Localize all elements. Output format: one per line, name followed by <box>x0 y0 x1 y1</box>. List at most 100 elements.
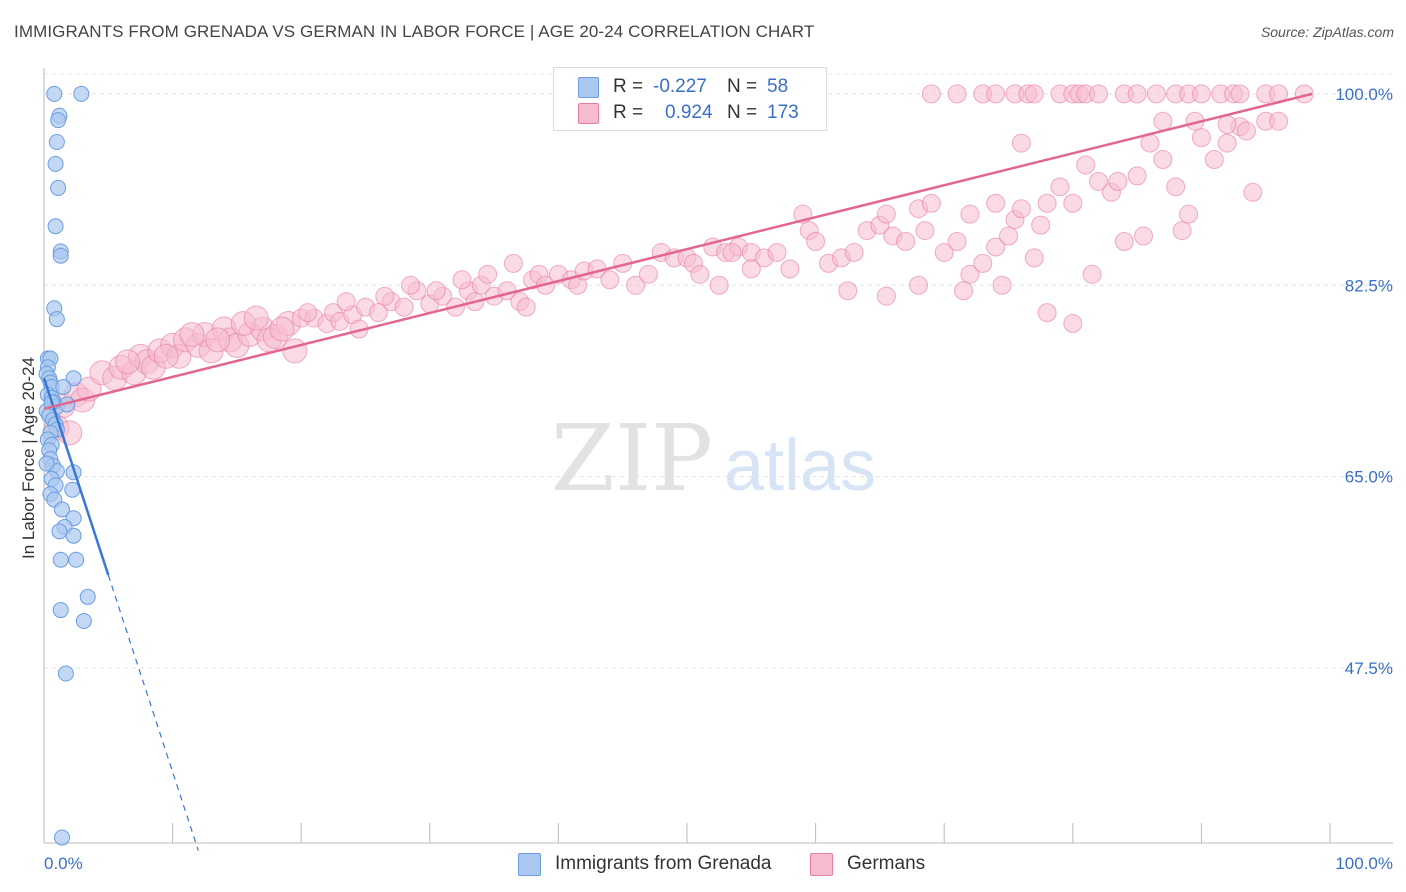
bottom-legend-label-grenada: Immigrants from Grenada <box>555 853 772 874</box>
point-grenada <box>65 527 82 544</box>
point-germans <box>115 349 141 375</box>
point-germans <box>806 232 826 252</box>
point-germans <box>1076 155 1096 175</box>
point-germans <box>478 264 498 284</box>
point-germans <box>1191 128 1211 148</box>
point-germans <box>934 242 954 262</box>
point-germans <box>690 264 710 284</box>
point-germans <box>973 253 993 273</box>
point-germans <box>298 303 318 323</box>
trend-line-germans <box>43 92 1313 411</box>
point-germans <box>1191 84 1211 104</box>
point-germans <box>999 226 1018 246</box>
y-tick-label: 65.0% <box>1345 468 1393 487</box>
point-grenada <box>57 665 74 682</box>
legend: R = -0.227 N = 58 R = 0.924 N = 173 <box>553 67 827 131</box>
x-tick-label: 0.0% <box>44 854 83 873</box>
point-germans <box>1050 177 1070 197</box>
bottom-legend-label-germans: Germans <box>847 853 926 874</box>
point-germans <box>401 275 421 295</box>
point-germans <box>986 193 1006 213</box>
point-germans <box>1127 84 1147 104</box>
point-germans <box>1134 226 1154 246</box>
y-tick-label: 100.0% <box>1335 85 1393 104</box>
point-grenada <box>48 311 65 328</box>
point-germans <box>709 275 729 295</box>
point-germans <box>1114 232 1134 252</box>
watermark-zip: ZIP <box>551 405 713 512</box>
legend-swatch-germans <box>578 102 599 124</box>
point-germans <box>780 259 800 279</box>
series-germans <box>44 84 1314 446</box>
watermark-atlas: atlas <box>724 426 876 506</box>
point-germans <box>844 242 864 262</box>
point-germans <box>1153 111 1173 131</box>
watermark: ZIP atlas <box>551 405 876 512</box>
point-germans <box>1243 182 1263 202</box>
point-germans <box>626 275 646 295</box>
point-germans <box>1153 149 1173 169</box>
point-germans <box>1179 204 1199 224</box>
point-germans <box>921 84 941 104</box>
point-germans <box>1063 314 1083 334</box>
point-grenada <box>48 133 65 150</box>
y-tick-label: 82.5% <box>1345 276 1393 295</box>
point-germans <box>896 232 916 252</box>
point-germans <box>452 270 472 290</box>
point-germans <box>1217 133 1237 153</box>
point-germans <box>179 321 205 347</box>
point-germans <box>986 84 1006 104</box>
point-grenada <box>52 551 69 568</box>
point-germans <box>1230 84 1250 104</box>
point-germans <box>1269 111 1289 131</box>
trend-line-grenada-extension <box>107 574 199 851</box>
point-germans <box>1024 84 1044 104</box>
point-germans <box>1204 149 1224 169</box>
point-germans <box>1031 215 1051 235</box>
point-germans <box>1294 84 1314 104</box>
trend-lines <box>42 92 1313 851</box>
point-germans <box>1037 193 1057 213</box>
point-grenada <box>68 551 85 568</box>
point-germans <box>282 338 308 364</box>
point-grenada <box>50 179 67 196</box>
point-germans <box>638 264 658 284</box>
point-germans <box>1217 114 1237 134</box>
x-tick-label: 100.0% <box>1335 854 1393 873</box>
point-germans <box>908 275 928 295</box>
point-germans <box>741 259 761 279</box>
point-germans <box>1108 171 1128 191</box>
point-germans <box>1089 84 1109 104</box>
point-germans <box>426 281 446 301</box>
point-germans <box>1146 84 1166 104</box>
point-germans <box>767 242 787 262</box>
point-germans <box>947 232 967 252</box>
point-germans <box>368 303 388 323</box>
point-grenada <box>79 588 96 605</box>
point-germans <box>503 253 523 273</box>
legend-r-value-grenada: -0.227 <box>653 76 707 97</box>
point-germans <box>838 281 858 301</box>
point-germans <box>876 286 896 306</box>
point-germans <box>600 270 620 290</box>
point-grenada <box>46 85 63 102</box>
point-germans <box>947 84 967 104</box>
point-grenada <box>55 378 72 395</box>
point-germans <box>1127 166 1147 186</box>
point-germans <box>960 204 980 224</box>
bottom-legend-grenada: Immigrants from Grenada <box>518 852 771 876</box>
chart-title: IMMIGRANTS FROM GRENADA VS GERMAN IN LAB… <box>14 22 815 41</box>
legend-swatch-grenada <box>578 76 599 98</box>
legend-row-grenada: R = -0.227 N = 58 <box>578 75 788 99</box>
bottom-legend-swatch-germans <box>810 852 833 876</box>
point-germans <box>722 242 742 262</box>
point-germans <box>1236 121 1256 141</box>
point-grenada <box>65 370 82 387</box>
point-germans <box>992 275 1012 295</box>
point-germans <box>394 297 414 317</box>
point-germans <box>915 221 935 241</box>
legend-r-label: R = <box>613 76 644 97</box>
point-grenada <box>73 85 90 102</box>
legend-n-label: N = <box>727 76 758 97</box>
bottom-legend-swatch-grenada <box>518 852 541 876</box>
